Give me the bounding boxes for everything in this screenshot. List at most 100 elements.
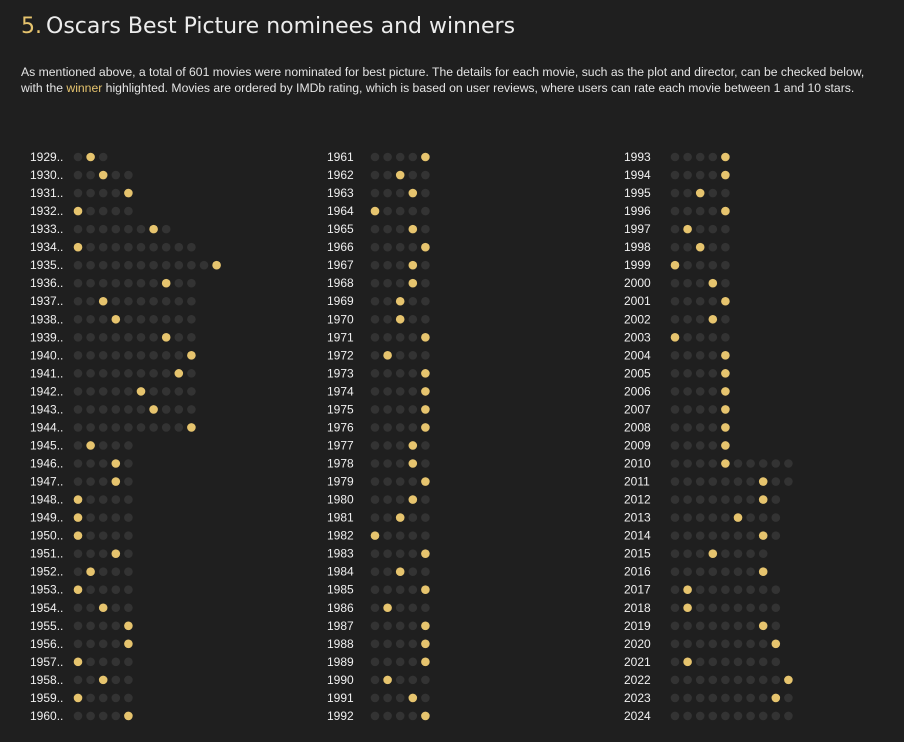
- nominee-dot[interactable]: [149, 351, 158, 360]
- nominee-dot[interactable]: [683, 314, 692, 324]
- nominee-dot[interactable]: [695, 369, 705, 378]
- nominee-dot[interactable]: [73, 549, 83, 558]
- winner-dot[interactable]: [73, 657, 83, 667]
- nominee-dot[interactable]: [98, 369, 108, 378]
- nominee-dot[interactable]: [784, 459, 793, 468]
- nominee-dot[interactable]: [395, 585, 405, 595]
- nominee-dot[interactable]: [708, 495, 718, 504]
- winner-dot[interactable]: [721, 296, 730, 306]
- nominee-dot[interactable]: [721, 639, 730, 649]
- nominee-dot[interactable]: [683, 278, 692, 288]
- nominee-dot[interactable]: [746, 657, 755, 667]
- nominee-dot[interactable]: [98, 188, 108, 198]
- nominee-dot[interactable]: [733, 603, 743, 613]
- nominee-dot[interactable]: [370, 603, 380, 613]
- nominee-dot[interactable]: [73, 567, 83, 576]
- winner-dot[interactable]: [161, 333, 171, 342]
- nominee-dot[interactable]: [695, 405, 705, 414]
- nominee-dot[interactable]: [124, 675, 133, 685]
- nominee-dot[interactable]: [683, 333, 692, 342]
- nominee-dot[interactable]: [86, 459, 95, 468]
- nominee-dot[interactable]: [758, 459, 768, 468]
- nominee-dot[interactable]: [784, 693, 793, 703]
- winner-dot[interactable]: [408, 441, 418, 450]
- nominee-dot[interactable]: [683, 296, 692, 306]
- winner-dot[interactable]: [421, 711, 430, 721]
- nominee-dot[interactable]: [746, 513, 755, 522]
- nominee-dot[interactable]: [708, 459, 718, 468]
- nominee-dot[interactable]: [98, 531, 108, 540]
- nominee-dot[interactable]: [124, 224, 133, 234]
- nominee-dot[interactable]: [683, 423, 692, 432]
- nominee-dot[interactable]: [721, 621, 730, 631]
- nominee-dot[interactable]: [370, 711, 380, 721]
- nominee-dot[interactable]: [98, 242, 108, 252]
- nominee-dot[interactable]: [695, 513, 705, 522]
- nominee-dot[interactable]: [111, 224, 121, 234]
- nominee-dot[interactable]: [383, 296, 392, 306]
- nominee-dot[interactable]: [98, 224, 108, 234]
- nominee-dot[interactable]: [708, 333, 718, 342]
- nominee-dot[interactable]: [708, 603, 718, 613]
- nominee-dot[interactable]: [695, 441, 705, 450]
- nominee-dot[interactable]: [695, 314, 705, 324]
- nominee-dot[interactable]: [370, 188, 380, 198]
- winner-dot[interactable]: [111, 549, 121, 558]
- nominee-dot[interactable]: [733, 549, 743, 558]
- nominee-dot[interactable]: [670, 513, 680, 522]
- nominee-dot[interactable]: [111, 495, 121, 504]
- nominee-dot[interactable]: [758, 711, 768, 721]
- nominee-dot[interactable]: [708, 405, 718, 414]
- nominee-dot[interactable]: [161, 260, 171, 270]
- winner-dot[interactable]: [408, 495, 418, 504]
- nominee-dot[interactable]: [695, 170, 705, 180]
- nominee-dot[interactable]: [370, 152, 380, 162]
- nominee-dot[interactable]: [695, 351, 705, 360]
- nominee-dot[interactable]: [408, 333, 418, 342]
- nominee-dot[interactable]: [383, 621, 392, 631]
- nominee-dot[interactable]: [98, 567, 108, 576]
- nominee-dot[interactable]: [683, 260, 692, 270]
- nominee-dot[interactable]: [73, 314, 83, 324]
- winner-dot[interactable]: [758, 567, 768, 576]
- nominee-dot[interactable]: [73, 441, 83, 450]
- nominee-dot[interactable]: [149, 387, 158, 396]
- nominee-dot[interactable]: [174, 333, 184, 342]
- nominee-dot[interactable]: [746, 693, 755, 703]
- nominee-dot[interactable]: [98, 459, 108, 468]
- nominee-dot[interactable]: [111, 387, 121, 396]
- nominee-dot[interactable]: [111, 242, 121, 252]
- nominee-dot[interactable]: [98, 693, 108, 703]
- nominee-dot[interactable]: [86, 314, 95, 324]
- nominee-dot[interactable]: [721, 495, 730, 504]
- nominee-dot[interactable]: [187, 314, 196, 324]
- nominee-dot[interactable]: [708, 477, 718, 486]
- nominee-dot[interactable]: [98, 639, 108, 649]
- nominee-dot[interactable]: [370, 242, 380, 252]
- nominee-dot[interactable]: [695, 675, 705, 685]
- winner-dot[interactable]: [421, 405, 430, 414]
- nominee-dot[interactable]: [733, 621, 743, 631]
- winner-dot[interactable]: [408, 693, 418, 703]
- nominee-dot[interactable]: [98, 423, 108, 432]
- winner-dot[interactable]: [708, 549, 718, 558]
- nominee-dot[interactable]: [733, 693, 743, 703]
- nominee-dot[interactable]: [86, 224, 95, 234]
- nominee-dot[interactable]: [708, 296, 718, 306]
- nominee-dot[interactable]: [149, 333, 158, 342]
- nominee-dot[interactable]: [383, 639, 392, 649]
- nominee-dot[interactable]: [73, 639, 83, 649]
- nominee-dot[interactable]: [86, 693, 95, 703]
- nominee-dot[interactable]: [708, 585, 718, 595]
- nominee-dot[interactable]: [86, 423, 95, 432]
- nominee-dot[interactable]: [758, 549, 768, 558]
- nominee-dot[interactable]: [124, 242, 133, 252]
- winner-dot[interactable]: [771, 639, 781, 649]
- nominee-dot[interactable]: [111, 585, 121, 595]
- nominee-dot[interactable]: [124, 314, 133, 324]
- nominee-dot[interactable]: [395, 477, 405, 486]
- nominee-dot[interactable]: [408, 513, 418, 522]
- nominee-dot[interactable]: [695, 296, 705, 306]
- nominee-dot[interactable]: [111, 260, 121, 270]
- nominee-dot[interactable]: [670, 188, 680, 198]
